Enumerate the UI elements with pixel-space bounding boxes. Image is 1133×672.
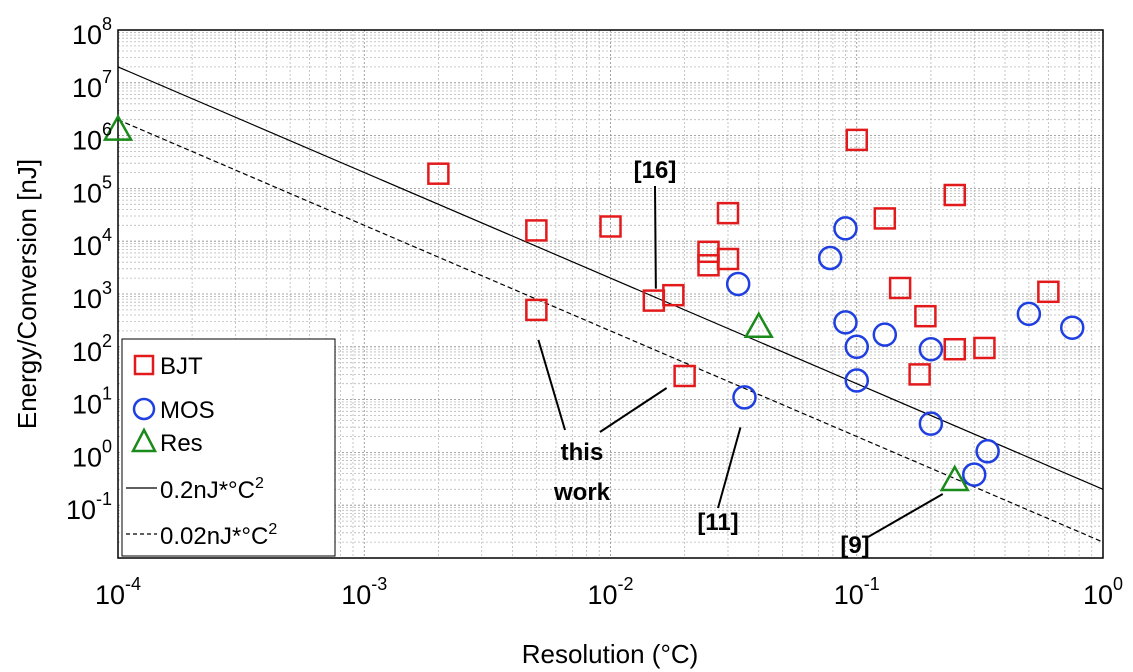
x-tick-label: 100 — [1083, 574, 1123, 610]
annotation-11-leader — [717, 427, 742, 509]
annotation-this: this — [561, 439, 604, 466]
y-tick-label: 100 — [72, 436, 112, 472]
y-tick-label: 10-1 — [66, 489, 112, 525]
y-tick-label: 108 — [72, 14, 112, 50]
mos-point — [1016, 301, 1042, 327]
bjt-point — [943, 337, 966, 361]
annotation-9: [9] — [840, 532, 869, 559]
mos-point — [918, 411, 944, 436]
annotation-9-leader — [867, 493, 944, 538]
legend-bjt-square-icon — [133, 354, 155, 376]
res-point — [939, 464, 970, 492]
mos-point — [1059, 315, 1085, 340]
axis-ticks: 10-4 10-3 10-2 10-1 100 108 107 106 105 104 103 102… — [66, 14, 1123, 610]
annotation-16: [16] — [634, 157, 677, 184]
legend-res-label: Res — [160, 430, 203, 457]
mos-point — [918, 336, 944, 362]
mos-point — [833, 310, 858, 335]
res-point — [743, 311, 774, 338]
mos-point — [732, 385, 757, 410]
legend-res-triangle-icon — [130, 427, 158, 453]
legend-bjt-label: BJT — [160, 353, 203, 380]
bjt-point — [943, 183, 966, 207]
annotation-this-work-leader-1 — [537, 339, 566, 431]
data-markers — [102, 114, 1085, 492]
reference-lines — [117, 66, 1104, 543]
annotation-work: work — [553, 479, 611, 506]
y-tick-label: 104 — [72, 225, 112, 261]
x-axis-label: Resolution (°C) — [522, 639, 699, 669]
res-point — [102, 114, 134, 141]
bjt-point — [716, 201, 740, 225]
bjt-point — [673, 364, 696, 388]
y-tick-label: 103 — [72, 278, 112, 314]
legend-mos-circle-icon — [132, 397, 156, 421]
legend-solid-line-label: 0.2nJ*°C2 — [160, 475, 264, 504]
annotation-11: [11] — [697, 509, 738, 536]
legend-dashed-line-label: 0.02nJ*°C2 — [160, 521, 277, 550]
x-tick-label: 10-2 — [587, 574, 633, 610]
reference-line-solid — [117, 66, 1104, 490]
mos-point — [833, 216, 858, 241]
bjt-point — [845, 128, 868, 152]
mos-point — [817, 245, 843, 271]
bjt-point — [1037, 280, 1060, 304]
legend: BJT MOS Res 0.2nJ*°C2 0.02nJ*°C2 — [121, 338, 336, 557]
mos-point — [961, 462, 987, 487]
x-tick-label: 10-1 — [834, 574, 880, 610]
bjt-point — [525, 298, 548, 322]
bjt-point — [873, 207, 897, 230]
bjt-point — [908, 363, 931, 386]
reference-line-dashed — [117, 119, 1104, 543]
bjt-point — [914, 304, 937, 328]
bjt-point — [662, 283, 685, 307]
y-axis-label: Energy/Conversion [nJ] — [12, 159, 42, 429]
annotation-callouts: [16] this work [11] [9] — [537, 157, 944, 559]
mos-point — [975, 439, 1000, 464]
legend-mos-label: MOS — [160, 397, 215, 424]
bjt-point — [427, 162, 450, 185]
annotation-this-work-leader-2 — [599, 387, 668, 433]
y-tick-label: 102 — [72, 331, 112, 367]
mos-point — [844, 368, 869, 393]
plot-frame — [117, 29, 1104, 559]
x-tick-label: 10-4 — [95, 574, 141, 610]
legend-box — [121, 338, 336, 557]
bjt-point — [599, 215, 622, 238]
y-tick-label: 105 — [72, 172, 112, 208]
y-tick-label: 101 — [72, 384, 112, 420]
annotation-16-leader — [654, 185, 657, 289]
mos-point — [844, 334, 869, 360]
mos-point — [725, 271, 751, 297]
bjt-point — [888, 276, 912, 300]
y-tick-label: 107 — [72, 67, 112, 103]
mos-point — [872, 322, 898, 347]
bjt-point — [973, 336, 996, 360]
y-tick-label: 106 — [72, 120, 112, 156]
x-tick-label: 10-3 — [341, 574, 387, 610]
bjt-point — [716, 247, 740, 271]
bjt-point — [525, 219, 548, 242]
